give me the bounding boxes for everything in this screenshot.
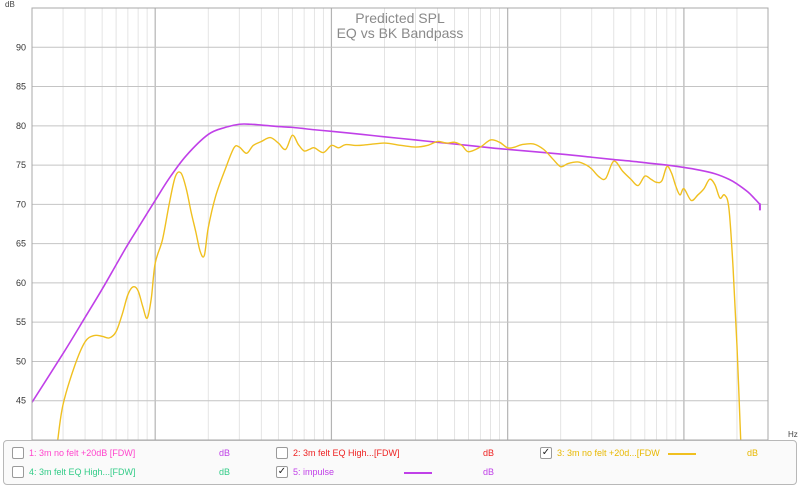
legend-unit-4: dB <box>219 467 231 477</box>
legend-unit-1: dB <box>219 448 231 458</box>
y-tick-label: 75 <box>16 160 26 170</box>
chart-title: Predicted SPL <box>355 10 445 26</box>
y-tick-labels: 45 50 55 60 65 70 75 80 85 90 <box>16 42 26 405</box>
y-tick-label: 65 <box>16 239 26 249</box>
legend-unit-5: dB <box>483 467 495 477</box>
chart-subtitle: EQ vs BK Bandpass <box>337 25 464 41</box>
y-tick-label: 70 <box>16 199 26 209</box>
series-layer <box>31 123 761 441</box>
legend-label-1: 1: 3m no felt +20dB [FDW] <box>29 448 136 458</box>
legend-checkbox-4[interactable] <box>12 466 24 478</box>
legend-label-5: 5: impulse <box>293 467 335 477</box>
plot-background <box>32 8 768 440</box>
y-tick-label: 55 <box>16 317 26 327</box>
legend-unit-2: dB <box>483 448 495 458</box>
series-line-2 <box>57 134 742 441</box>
legend: 1: 3m no felt +20dB [FDW] dB 2: 3m felt … <box>3 440 797 485</box>
legend-checkbox-1[interactable] <box>12 447 24 459</box>
legend-checkbox-5[interactable]: ✓ <box>276 466 288 478</box>
y-axis-label: dB <box>5 0 15 9</box>
legend-checkbox-3[interactable]: ✓ <box>540 447 552 459</box>
y-tick-label: 60 <box>16 278 26 288</box>
y-tick-label: 90 <box>16 42 26 52</box>
legend-label-2: 2: 3m felt EQ High...[FDW] <box>293 448 400 458</box>
y-tick-label: 80 <box>16 121 26 131</box>
x-axis-label: Hz <box>788 430 798 439</box>
y-tick-label: 85 <box>16 82 26 92</box>
legend-swatch-5 <box>404 472 432 474</box>
legend-swatch-3 <box>668 453 696 455</box>
legend-label-3: 3: 3m no felt +20d...[FDW <box>557 448 660 458</box>
legend-label-4: 4: 3m felt EQ High...[FDW] <box>29 467 136 477</box>
legend-unit-3: dB <box>747 448 759 458</box>
legend-checkbox-2[interactable] <box>276 447 288 459</box>
y-tick-label: 45 <box>16 396 26 406</box>
y-tick-label: 50 <box>16 356 26 366</box>
grid-layer <box>32 8 768 440</box>
series-line-1 <box>31 123 761 403</box>
